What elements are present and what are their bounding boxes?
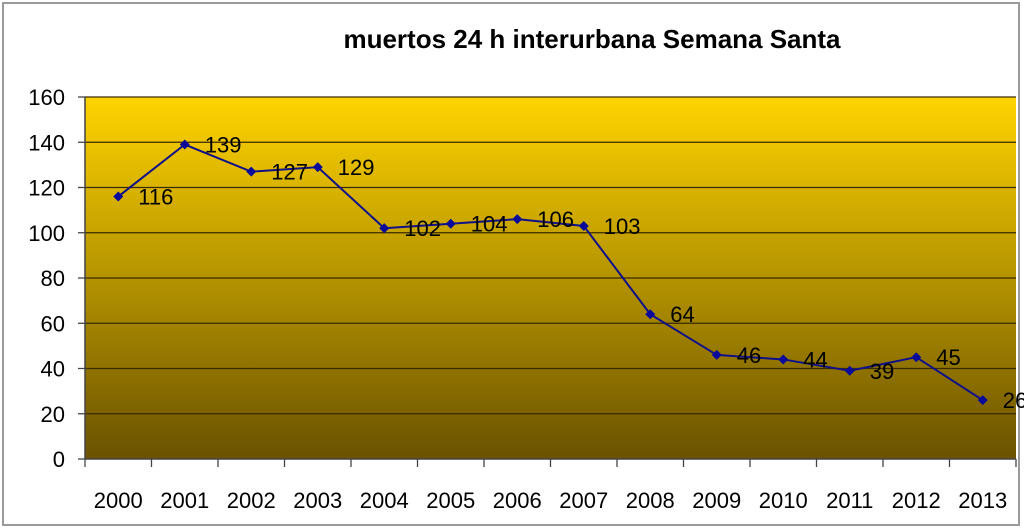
data-point: [445, 218, 456, 229]
y-tick-label: 120: [28, 176, 65, 201]
data-point: [312, 162, 323, 173]
y-tick-label: 60: [41, 311, 65, 336]
y-tick-label: 0: [53, 447, 65, 472]
data-point: [578, 220, 589, 231]
y-tick-label: 40: [41, 357, 65, 382]
x-tick-label: 2003: [293, 488, 342, 513]
y-tick-label: 140: [28, 130, 65, 155]
data-label: 102: [404, 216, 441, 241]
y-tick-label: 100: [28, 221, 65, 246]
x-tick-label: 2010: [759, 488, 808, 513]
data-label: 39: [870, 359, 894, 384]
series-line: [117, 143, 984, 402]
data-label: 26: [1003, 388, 1024, 413]
data-label: 116: [138, 185, 173, 210]
data-label: 129: [338, 155, 375, 180]
data-label: 127: [271, 160, 308, 185]
y-tick-label: 80: [41, 266, 65, 291]
data-point: [379, 223, 390, 234]
data-point: [977, 395, 988, 406]
data-point: [179, 139, 190, 150]
x-tick-label: 2011: [826, 488, 873, 513]
x-tick-label: 2008: [626, 488, 675, 513]
x-tick-label: 2009: [692, 488, 741, 513]
data-label: 44: [803, 347, 827, 372]
data-point: [778, 354, 789, 365]
data-point: [512, 214, 523, 225]
x-tick-label: 2006: [493, 488, 542, 513]
x-tick-label: 2013: [958, 488, 1007, 513]
x-tick-label: 2001: [160, 488, 209, 513]
data-point: [711, 349, 722, 360]
data-label: 139: [205, 133, 242, 158]
data-point: [113, 191, 124, 202]
data-point: [246, 166, 257, 177]
data-label: 46: [737, 343, 761, 368]
x-tick-label: 2005: [426, 488, 475, 513]
data-point: [645, 309, 656, 320]
x-tick-label: 2000: [94, 488, 143, 513]
data-label: 106: [537, 207, 574, 232]
x-tick-label: 2007: [559, 488, 608, 513]
chart-title: muertos 24 h interurbana Semana Santa: [343, 24, 841, 54]
data-label: 64: [670, 302, 694, 327]
data-label: 45: [936, 345, 960, 370]
data-point: [911, 352, 922, 363]
x-tick-label: 2012: [892, 488, 941, 513]
y-tick-label: 160: [28, 85, 65, 110]
data-label: 104: [471, 212, 508, 237]
x-tick-label: 2002: [227, 488, 276, 513]
x-tick-label: 2004: [360, 488, 409, 513]
data-point: [844, 365, 855, 376]
y-tick-label: 20: [41, 402, 65, 427]
data-label: 103: [604, 214, 641, 239]
